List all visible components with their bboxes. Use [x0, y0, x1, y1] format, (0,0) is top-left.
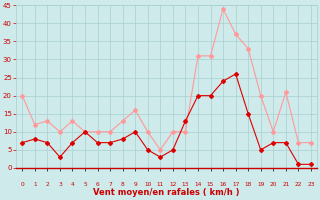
X-axis label: Vent moyen/en rafales ( km/h ): Vent moyen/en rafales ( km/h ) [93, 188, 240, 197]
